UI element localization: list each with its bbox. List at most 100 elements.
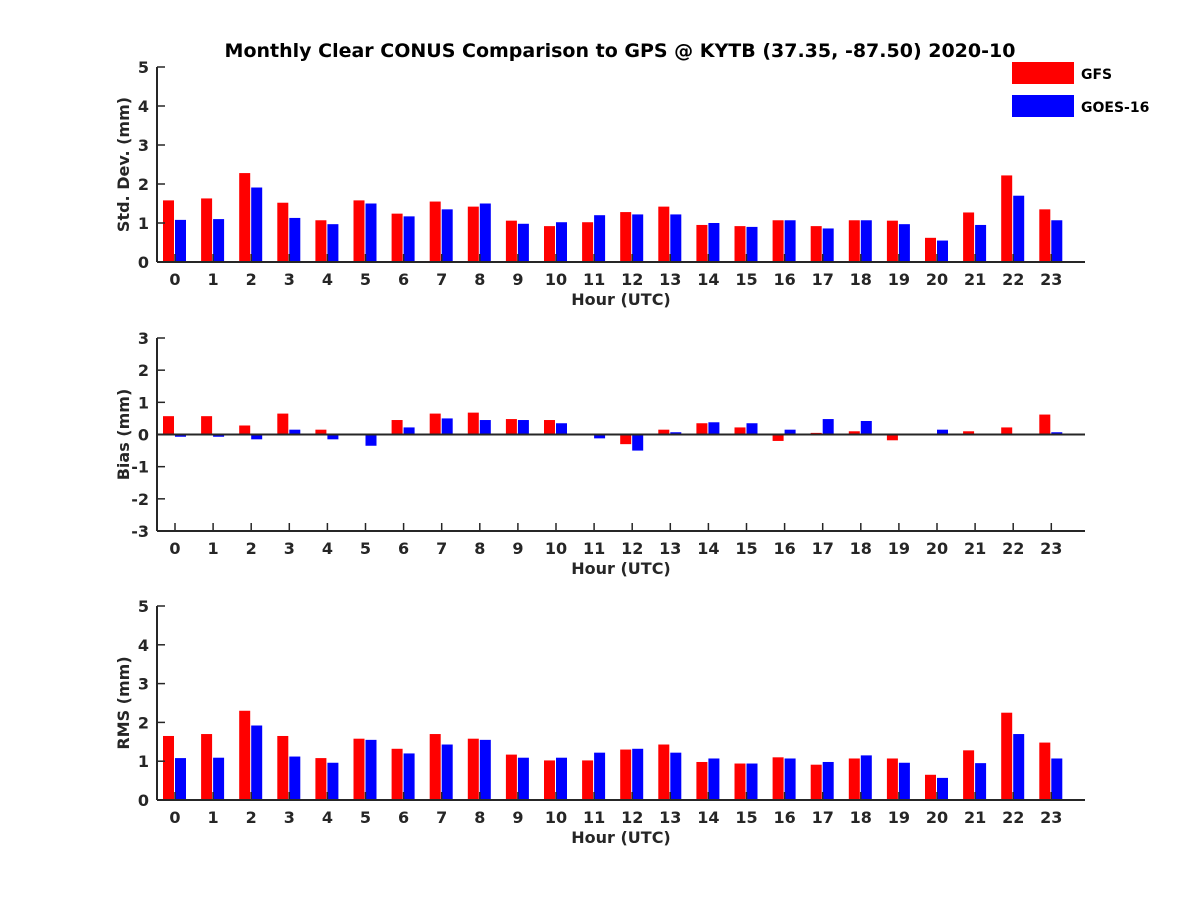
x-tick-label: 14: [697, 808, 719, 827]
y-tick-label: 4: [138, 97, 149, 116]
x-tick-label: 8: [474, 539, 485, 558]
y-tick-label: 1: [138, 752, 149, 771]
bar-goes16-hour-21: [975, 763, 986, 800]
x-tick-label: 2: [246, 808, 257, 827]
bar-goes16-hour-23: [1051, 758, 1062, 800]
bar-gfs-hour-15: [735, 764, 746, 800]
bar-gfs-hour-22: [1001, 427, 1012, 434]
x-tick-label: 21: [964, 539, 986, 558]
bar-goes16-hour-22: [1013, 734, 1024, 800]
bar-gfs-hour-9: [506, 221, 517, 262]
bar-goes16-hour-4: [327, 224, 338, 262]
bar-goes16-hour-14: [708, 422, 719, 434]
x-tick-label: 5: [360, 808, 371, 827]
bar-gfs-hour-0: [163, 200, 174, 262]
x-tick-label: 0: [169, 539, 180, 558]
y-tick-label: 2: [138, 361, 149, 380]
bar-gfs-hour-21: [963, 212, 974, 262]
x-tick-label: 7: [436, 270, 447, 289]
bar-goes16-hour-20: [937, 778, 948, 800]
x-tick-label: 19: [888, 539, 910, 558]
bar-gfs-hour-7: [430, 202, 441, 262]
x-tick-label: 3: [284, 539, 295, 558]
bar-gfs-hour-8: [468, 739, 479, 800]
x-tick-label: 7: [436, 539, 447, 558]
bar-gfs-hour-7: [430, 414, 441, 435]
bar-goes16-hour-13: [670, 753, 681, 800]
x-tick-label: 20: [926, 270, 948, 289]
x-axis-label: Hour (UTC): [571, 290, 671, 309]
x-tick-label: 6: [398, 539, 409, 558]
y-axis-label: Std. Dev. (mm): [114, 97, 133, 232]
bar-goes16-hour-4: [327, 763, 338, 800]
y-tick-label: 3: [138, 136, 149, 155]
y-tick-label: 1: [138, 393, 149, 412]
x-tick-label: 12: [621, 270, 643, 289]
y-tick-label: 3: [138, 329, 149, 348]
x-tick-label: 5: [360, 539, 371, 558]
bar-goes16-hour-15: [747, 764, 758, 800]
bar-goes16-hour-15: [747, 227, 758, 262]
bar-goes16-hour-20: [937, 241, 948, 262]
bar-goes16-hour-5: [366, 435, 377, 446]
bar-gfs-hour-10: [544, 226, 555, 262]
x-tick-label: 1: [208, 270, 219, 289]
bar-gfs-hour-3: [277, 203, 288, 262]
y-axis-label: RMS (mm): [114, 656, 133, 749]
x-tick-label: 3: [284, 270, 295, 289]
x-tick-label: 1: [208, 539, 219, 558]
y-tick-label: 0: [138, 791, 149, 810]
bar-goes16-hour-11: [594, 215, 605, 262]
x-tick-label: 18: [850, 539, 872, 558]
bar-gfs-hour-14: [696, 225, 707, 262]
x-tick-label: 1: [208, 808, 219, 827]
bar-gfs-hour-6: [392, 420, 403, 434]
bar-gfs-hour-10: [544, 420, 555, 434]
x-tick-label: 4: [322, 808, 333, 827]
bar-gfs-hour-3: [277, 736, 288, 800]
x-tick-label: 21: [964, 270, 986, 289]
x-tick-label: 18: [850, 270, 872, 289]
bar-goes16-hour-10: [556, 423, 567, 434]
bar-gfs-hour-13: [658, 207, 669, 262]
x-tick-label: 6: [398, 808, 409, 827]
bar-goes16-hour-2: [251, 726, 262, 800]
bar-gfs-hour-1: [201, 198, 212, 262]
legend-swatch-gfs: [1012, 62, 1074, 84]
x-tick-label: 22: [1002, 539, 1024, 558]
bar-gfs-hour-8: [468, 413, 479, 435]
bar-gfs-hour-12: [620, 212, 631, 262]
bar-goes16-hour-3: [289, 218, 300, 262]
x-tick-label: 13: [659, 539, 681, 558]
x-tick-label: 16: [773, 270, 795, 289]
bar-goes16-hour-21: [975, 225, 986, 262]
bar-gfs-hour-12: [620, 435, 631, 445]
x-tick-label: 2: [246, 539, 257, 558]
bar-gfs-hour-21: [963, 750, 974, 800]
x-tick-label: 9: [512, 270, 523, 289]
x-tick-label: 18: [850, 808, 872, 827]
legend-label-goes16: GOES-16: [1081, 100, 1149, 116]
x-tick-label: 11: [583, 808, 605, 827]
y-tick-label: 2: [138, 713, 149, 732]
bar-gfs-hour-11: [582, 222, 593, 262]
x-tick-label: 0: [169, 808, 180, 827]
bar-gfs-hour-13: [658, 745, 669, 800]
x-tick-label: 17: [812, 539, 834, 558]
x-tick-label: 21: [964, 808, 986, 827]
x-tick-label: 22: [1002, 270, 1024, 289]
x-tick-label: 11: [583, 539, 605, 558]
y-tick-label: 4: [138, 636, 149, 655]
y-tick-label: -3: [131, 522, 149, 541]
bar-gfs-hour-6: [392, 214, 403, 262]
x-tick-label: 6: [398, 270, 409, 289]
bar-goes16-hour-14: [708, 223, 719, 262]
bar-gfs-hour-16: [773, 220, 784, 262]
bar-goes16-hour-9: [518, 420, 529, 434]
x-tick-label: 15: [735, 270, 757, 289]
bar-gfs-hour-11: [582, 760, 593, 800]
bar-gfs-hour-9: [506, 419, 517, 434]
x-tick-label: 16: [773, 808, 795, 827]
x-axis-label: Hour (UTC): [571, 828, 671, 847]
